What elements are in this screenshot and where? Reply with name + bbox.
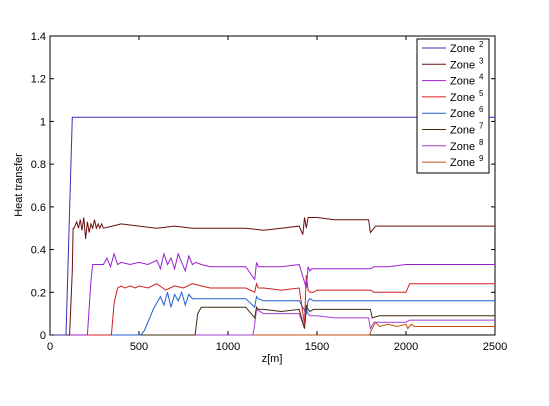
legend-label-superscript: 9 xyxy=(479,154,484,163)
x-tick-label: 500 xyxy=(130,341,148,353)
x-axis-label: z[m] xyxy=(262,353,283,365)
legend-label: Zone xyxy=(450,141,475,153)
x-axis-ticks: 0 500 1000 1500 2000 2500 xyxy=(47,36,507,353)
x-tick-label: 2500 xyxy=(483,341,507,353)
legend-box xyxy=(416,38,490,174)
y-tick-label: 0.8 xyxy=(31,159,46,171)
legend-label: Zone xyxy=(450,108,475,120)
y-axis-label: Heat transfer xyxy=(13,153,25,217)
series-line-zone3 xyxy=(50,217,495,336)
legend-label-superscript: 5 xyxy=(479,89,484,98)
legend-label-superscript: 3 xyxy=(479,56,484,65)
series-lines xyxy=(50,116,495,336)
y-tick-label: 1.2 xyxy=(31,74,46,86)
legend: Zone 2 Zone 3 Zone 4 Zone 5 Zone 6 Zone 7 Zone 8 Zone 9 xyxy=(416,38,490,174)
x-tick-label: 0 xyxy=(47,341,53,353)
y-tick-label: 0.4 xyxy=(31,245,46,257)
legend-label: Zone xyxy=(450,59,475,71)
legend-label: Zone xyxy=(450,125,475,137)
y-tick-label: 1.4 xyxy=(31,31,46,43)
series-line-zone7 xyxy=(50,304,495,336)
series-line-zone8 xyxy=(50,308,495,336)
legend-label-superscript: 2 xyxy=(479,40,484,49)
y-axis-ticks: 0 0.2 0.4 0.6 0.8 1 1.2 1.4 xyxy=(31,31,495,342)
legend-label: Zone xyxy=(450,157,475,169)
legend-label-superscript: 8 xyxy=(479,138,484,147)
legend-label-superscript: 6 xyxy=(479,105,484,114)
x-tick-label: 1000 xyxy=(216,341,240,353)
series-line-zone9 xyxy=(50,321,495,336)
series-line-zone5 xyxy=(50,275,495,336)
y-tick-label: 0.2 xyxy=(31,287,46,299)
legend-label-superscript: 7 xyxy=(479,122,484,131)
y-tick-label: 1 xyxy=(40,116,46,128)
series-line-zone6 xyxy=(50,290,495,336)
legend-label: Zone xyxy=(450,76,475,88)
y-tick-label: 0 xyxy=(40,330,46,342)
legend-label-superscript: 4 xyxy=(479,73,484,82)
legend-label: Zone xyxy=(450,43,475,55)
x-tick-label: 1500 xyxy=(305,341,329,353)
y-tick-label: 0.6 xyxy=(31,202,46,214)
legend-label: Zone xyxy=(450,92,475,104)
series-line-zone2 xyxy=(50,116,495,336)
series-line-zone4 xyxy=(50,251,495,336)
x-tick-label: 2000 xyxy=(394,341,418,353)
